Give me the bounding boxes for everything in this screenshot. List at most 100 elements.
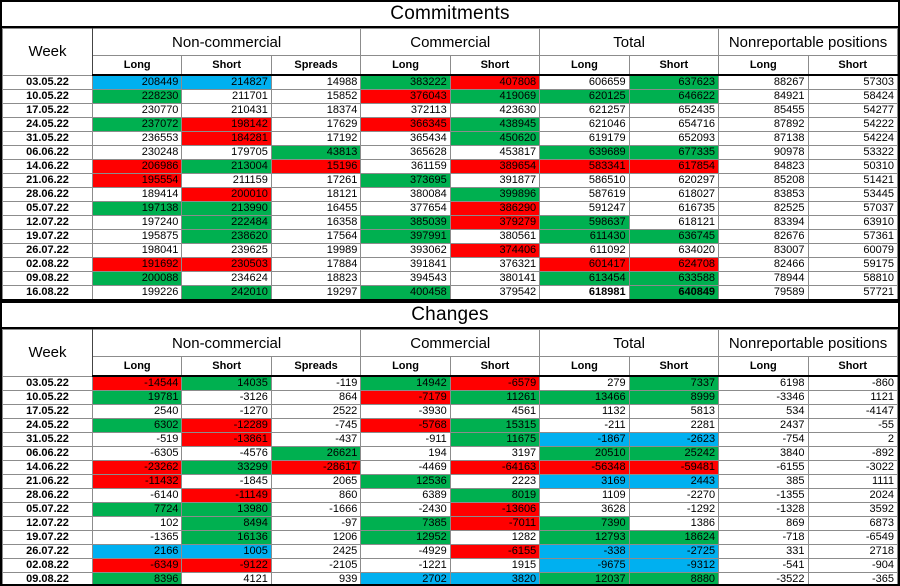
week-cell[interactable]: 09.08.22 [2,271,93,286]
value-cell[interactable]: 85455 [718,103,809,118]
value-cell[interactable]: 228230 [91,89,183,104]
value-cell[interactable]: 238620 [181,229,272,244]
week-cell[interactable]: 19.07.22 [2,530,93,545]
value-cell[interactable]: 53445 [807,187,898,202]
value-cell[interactable]: -1328 [718,502,809,517]
value-cell[interactable]: 279 [539,375,630,391]
value-cell[interactable]: 3169 [539,474,630,489]
week-cell[interactable]: 21.06.22 [2,474,93,489]
value-cell[interactable]: 12952 [360,530,451,545]
value-cell[interactable]: 14035 [181,375,272,391]
value-cell[interactable]: 90978 [718,145,809,160]
value-cell[interactable]: 4561 [449,404,541,419]
value-cell[interactable]: 60079 [807,243,898,258]
value-cell[interactable]: 199226 [91,285,183,301]
value-cell[interactable]: -6155 [718,460,809,475]
value-cell[interactable]: 380084 [360,187,451,202]
value-cell[interactable]: 587619 [539,187,630,202]
value-cell[interactable]: 380141 [449,271,541,286]
col-subheader[interactable]: Short [181,356,272,377]
value-cell[interactable]: 407808 [449,74,541,90]
value-cell[interactable]: 331 [718,544,809,559]
value-cell[interactable]: 2 [807,432,898,447]
value-cell[interactable]: -6305 [91,446,183,461]
value-cell[interactable]: 379542 [449,285,541,301]
week-cell[interactable]: 26.07.22 [2,544,93,559]
value-cell[interactable]: 4121 [181,572,272,584]
value-cell[interactable]: 18624 [628,530,720,545]
value-cell[interactable]: 2024 [807,488,898,503]
week-cell[interactable]: 06.06.22 [2,446,93,461]
value-cell[interactable]: 939 [270,572,362,584]
value-cell[interactable]: 13980 [181,502,272,517]
value-cell[interactable]: 6389 [360,488,451,503]
value-cell[interactable]: 8999 [628,390,720,405]
value-cell[interactable]: 1121 [807,390,898,405]
value-cell[interactable]: 7724 [91,502,183,517]
week-cell[interactable]: 12.07.22 [2,516,93,531]
value-cell[interactable]: 611430 [539,229,630,244]
value-cell[interactable]: -97 [270,516,362,531]
value-cell[interactable]: 191692 [91,257,183,272]
value-cell[interactable]: 634020 [628,243,720,258]
value-cell[interactable]: 33299 [181,460,272,475]
value-cell[interactable]: 591247 [539,201,630,216]
value-cell[interactable]: 2522 [270,404,362,419]
value-cell[interactable]: -4576 [181,446,272,461]
value-cell[interactable]: 84921 [718,89,809,104]
value-cell[interactable]: 58810 [807,271,898,286]
col-subheader[interactable]: Long [539,356,630,377]
value-cell[interactable]: 8494 [181,516,272,531]
value-cell[interactable]: 620125 [539,89,630,104]
col-subheader[interactable]: Short [449,55,541,76]
value-cell[interactable]: 391877 [449,173,541,188]
commitments-title[interactable]: Commitments [2,2,898,28]
value-cell[interactable]: -2725 [628,544,720,559]
value-cell[interactable]: -1666 [270,502,362,517]
value-cell[interactable]: -6349 [91,558,183,573]
col-subheader[interactable]: Long [539,55,630,76]
value-cell[interactable]: -56348 [539,460,630,475]
value-cell[interactable]: 400458 [360,285,451,301]
week-cell[interactable]: 02.08.22 [2,558,93,573]
value-cell[interactable]: 379279 [449,215,541,230]
value-cell[interactable]: 213990 [181,201,272,216]
col-subheader[interactable]: Long [360,356,451,377]
week-cell[interactable]: 28.06.22 [2,488,93,503]
value-cell[interactable]: 2223 [449,474,541,489]
value-cell[interactable]: 195554 [91,173,183,188]
value-cell[interactable]: 43813 [270,145,362,160]
group-header[interactable]: Total [539,28,720,56]
value-cell[interactable]: -4469 [360,460,451,475]
value-cell[interactable]: 242010 [181,285,272,301]
value-cell[interactable]: -2105 [270,558,362,573]
value-cell[interactable]: -1365 [91,530,183,545]
value-cell[interactable]: 211159 [181,173,272,188]
value-cell[interactable]: 376321 [449,257,541,272]
value-cell[interactable]: 376043 [360,89,451,104]
col-subheader[interactable]: Long [718,356,809,377]
value-cell[interactable]: 184281 [181,131,272,146]
value-cell[interactable]: 583341 [539,159,630,174]
value-cell[interactable]: 230503 [181,257,272,272]
value-cell[interactable]: 230770 [91,103,183,118]
value-cell[interactable]: -1355 [718,488,809,503]
value-cell[interactable]: -2623 [628,432,720,447]
value-cell[interactable]: 234624 [181,271,272,286]
changes-title[interactable]: Changes [2,301,898,329]
value-cell[interactable]: 636745 [628,229,720,244]
value-cell[interactable]: 59175 [807,257,898,272]
value-cell[interactable]: 380561 [449,229,541,244]
value-cell[interactable]: -59481 [628,460,720,475]
week-cell[interactable]: 17.05.22 [2,404,93,419]
value-cell[interactable]: 373695 [360,173,451,188]
value-cell[interactable]: 200088 [91,271,183,286]
value-cell[interactable]: 102 [91,516,183,531]
value-cell[interactable]: 79589 [718,285,809,301]
value-cell[interactable]: 374406 [449,243,541,258]
value-cell[interactable]: -1292 [628,502,720,517]
value-cell[interactable]: 25242 [628,446,720,461]
col-subheader[interactable]: Short [807,356,898,377]
value-cell[interactable]: 2718 [807,544,898,559]
value-cell[interactable]: 6302 [91,418,183,433]
